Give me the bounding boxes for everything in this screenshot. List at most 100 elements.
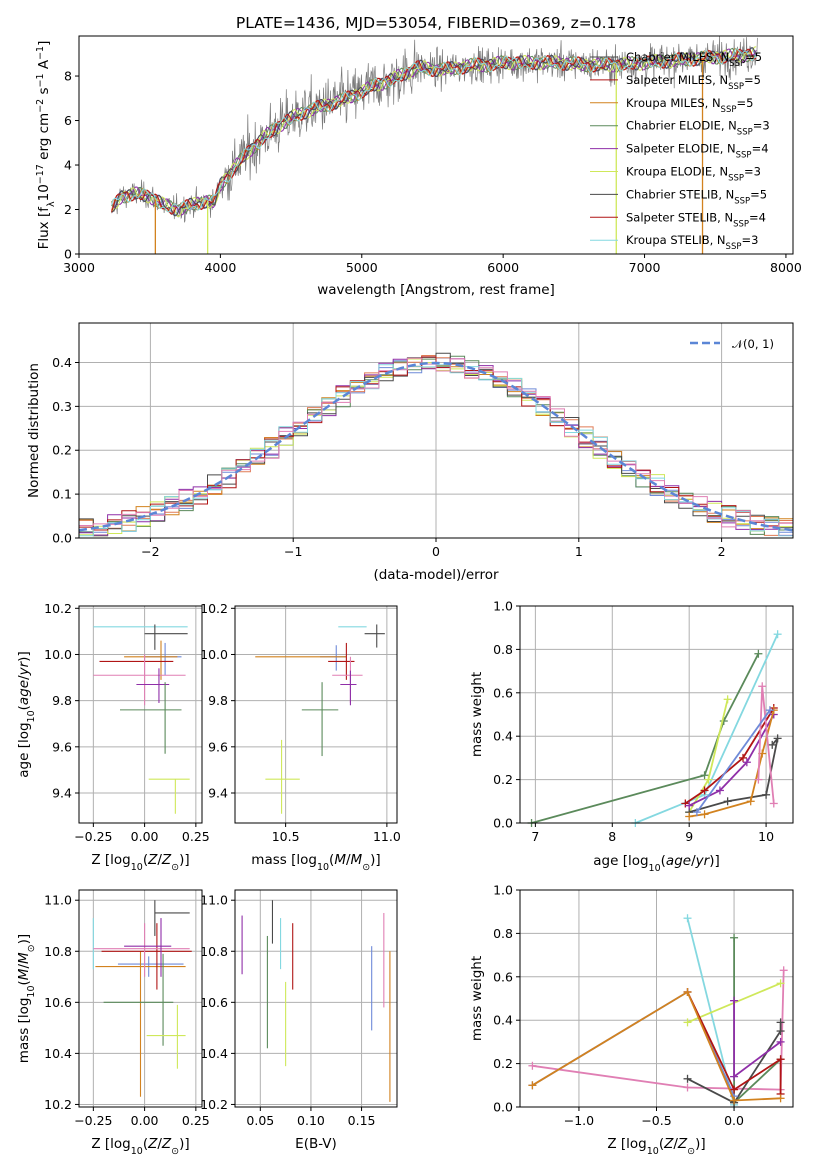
x-tick-label: 0.25 — [182, 829, 210, 844]
errorbar-point — [340, 670, 357, 706]
y-tick-label: 0.0 — [493, 1100, 513, 1115]
y-tick-label: 9.8 — [208, 693, 228, 708]
normal-distribution-curve — [78, 361, 794, 532]
y-tick-label: 0.8 — [493, 642, 513, 657]
x-tick-label: 8000 — [770, 260, 802, 275]
series-line-extra-pink — [532, 970, 785, 1091]
x-tick-label: −0.25 — [74, 829, 112, 844]
errorbar-point — [146, 1004, 186, 1069]
x-tick-label: 0.25 — [182, 1113, 210, 1128]
x-tick-label: 10 — [758, 829, 774, 844]
axes-frame — [234, 605, 398, 824]
errorbar-point — [103, 953, 174, 1046]
x-tick-label: −2 — [141, 544, 159, 559]
legend-count: =3 — [741, 233, 758, 247]
legend-count: =5 — [744, 73, 761, 87]
y-tick-label: 11.0 — [44, 893, 72, 908]
x-tick-label: 0.05 — [246, 1113, 274, 1128]
x-axis-label: mass [log10(M/M⊙)] — [251, 852, 380, 873]
x-tick-label: 8 — [608, 829, 616, 844]
y-tick-label: 10.2 — [44, 1097, 72, 1112]
series-line-chabrier-miles — [696, 709, 771, 813]
y-tick-label: 0.0 — [493, 816, 513, 831]
y-tick-label: 9.8 — [52, 693, 72, 708]
y-tick-label: 0.0 — [52, 531, 72, 546]
y-tick-label: 0.3 — [52, 399, 72, 414]
y-tick-label: 0.4 — [493, 729, 513, 744]
y-axis-label: age [log10(age/yr)] — [16, 651, 37, 777]
y-tick-label: 0.2 — [52, 443, 72, 458]
legend-entry: Salpeter ELODIE, NSSP=4 — [626, 142, 769, 161]
legend-entry: Chabrier ELODIE, NSSP=3 — [626, 119, 770, 138]
errorbar-point — [124, 918, 172, 977]
errorbar-point — [93, 923, 190, 977]
x-tick-label: −1 — [284, 544, 302, 559]
axes-frame — [78, 35, 794, 255]
legend-entry: Salpeter STELIB, NSSP=4 — [626, 210, 766, 229]
x-axis-label: Z [log10(Z/Z⊙)] — [91, 1136, 189, 1157]
x-tick-label: 9 — [685, 829, 693, 844]
x-tick-label: 6000 — [487, 260, 519, 275]
model-spectrum-salpeter-stelib — [111, 48, 757, 215]
errorbar-point — [93, 654, 186, 706]
axes-frame — [78, 605, 203, 824]
y-tick-label: 0 — [64, 247, 72, 262]
weight-vs-Z-panel: −1.0 −0.5 0.0 0.0 0.2 0.4 0.6 0.8 1.0 Z [log10(Z/… — [469, 883, 794, 1157]
y-tick-label: 10.6 — [200, 995, 228, 1010]
errorbar-point — [364, 624, 385, 648]
errorbar-point — [144, 624, 188, 650]
model-spectrum-chabrier-stelib — [111, 47, 757, 217]
legend-entry: Chabrier STELIB, NSSP=5 — [626, 187, 767, 206]
y-tick-label: 10.4 — [200, 1046, 228, 1061]
x-tick-label: 4000 — [204, 260, 236, 275]
spectrum-plot-area — [111, 36, 758, 254]
chart-title: PLATE=1436, MJD=53054, FIBERID=0369, z=0… — [236, 14, 636, 32]
legend-count: =3 — [753, 119, 770, 133]
y-tick-label: 1.0 — [493, 599, 513, 614]
legend-text: Kroupa MILES, N — [626, 96, 721, 110]
y-axis-label: mass [log10(M/M⊙)] — [16, 934, 37, 1063]
x-axis-label: age [log10(age/yr)] — [593, 853, 719, 874]
errorbar-point — [320, 645, 347, 671]
legend-subscript: SSP — [721, 105, 737, 115]
legend-text: Chabrier ELODIE, N — [626, 119, 737, 133]
legend-text: Salpeter ELODIE, N — [626, 142, 736, 156]
x-tick-label: 0.15 — [348, 1113, 376, 1128]
x-axis-label: wavelength [Angstrom, rest frame] — [317, 282, 555, 298]
y-tick-label: 8 — [64, 69, 72, 84]
series-line-chabrier-stelib — [687, 1022, 782, 1104]
y-tick-label: 10.4 — [44, 1046, 72, 1061]
y-axis-label: Flux [fλ10−17 erg cm−2 s−1 A−1] — [35, 41, 57, 250]
x-tick-label: 0.00 — [131, 829, 159, 844]
age-vs-mass-panel: 10.5 11.0 9.4 9.6 9.8 10.0 10.2 mass [log10(M/M… — [200, 601, 401, 873]
axes-frame — [78, 889, 203, 1108]
legend-count: =4 — [752, 142, 769, 156]
legend-count: =5 — [750, 187, 767, 201]
x-tick-label: 11.0 — [373, 829, 401, 844]
x-tick-label: 3000 — [63, 260, 95, 275]
y-tick-label: 10.8 — [44, 944, 72, 959]
y-tick-label: 10.0 — [44, 647, 72, 662]
errorbar-point — [148, 778, 190, 814]
y-tick-label: 0.4 — [52, 355, 72, 370]
y-tick-label: 9.4 — [52, 785, 72, 800]
y-tick-label: 10.8 — [200, 944, 228, 959]
x-tick-label: 0.0 — [724, 1113, 744, 1128]
errorbar-point — [301, 682, 339, 757]
legend-text: Kroupa STELIB, N — [626, 233, 726, 247]
legend-subscript: SSP — [728, 82, 744, 92]
legend-entry: Kroupa ELODIE, NSSP=3 — [626, 165, 761, 184]
x-tick-label: 0 — [432, 544, 440, 559]
y-tick-label: 6 — [64, 113, 72, 128]
x-axis-label: Z [log10(Z/Z⊙)] — [607, 1136, 705, 1157]
x-axis-label: E(B-V) — [295, 1136, 337, 1152]
age-vs-Z-panel: −0.25 0.00 0.25 9.4 9.6 9.8 10.0 10.2 Z [log10(Z… — [16, 601, 210, 873]
series-line-chabrier-elodie — [531, 653, 760, 824]
legend-entry: Kroupa MILES, NSSP=5 — [626, 96, 753, 115]
x-tick-label: −1.0 — [564, 1113, 594, 1128]
legend-entry: Kroupa STELIB, NSSP=3 — [626, 233, 758, 252]
mass-vs-Z-panel: −0.25 0.00 0.25 10.2 10.4 10.6 10.8 11.0 Z [log1… — [16, 889, 210, 1157]
y-tick-label: 10.2 — [44, 601, 72, 616]
